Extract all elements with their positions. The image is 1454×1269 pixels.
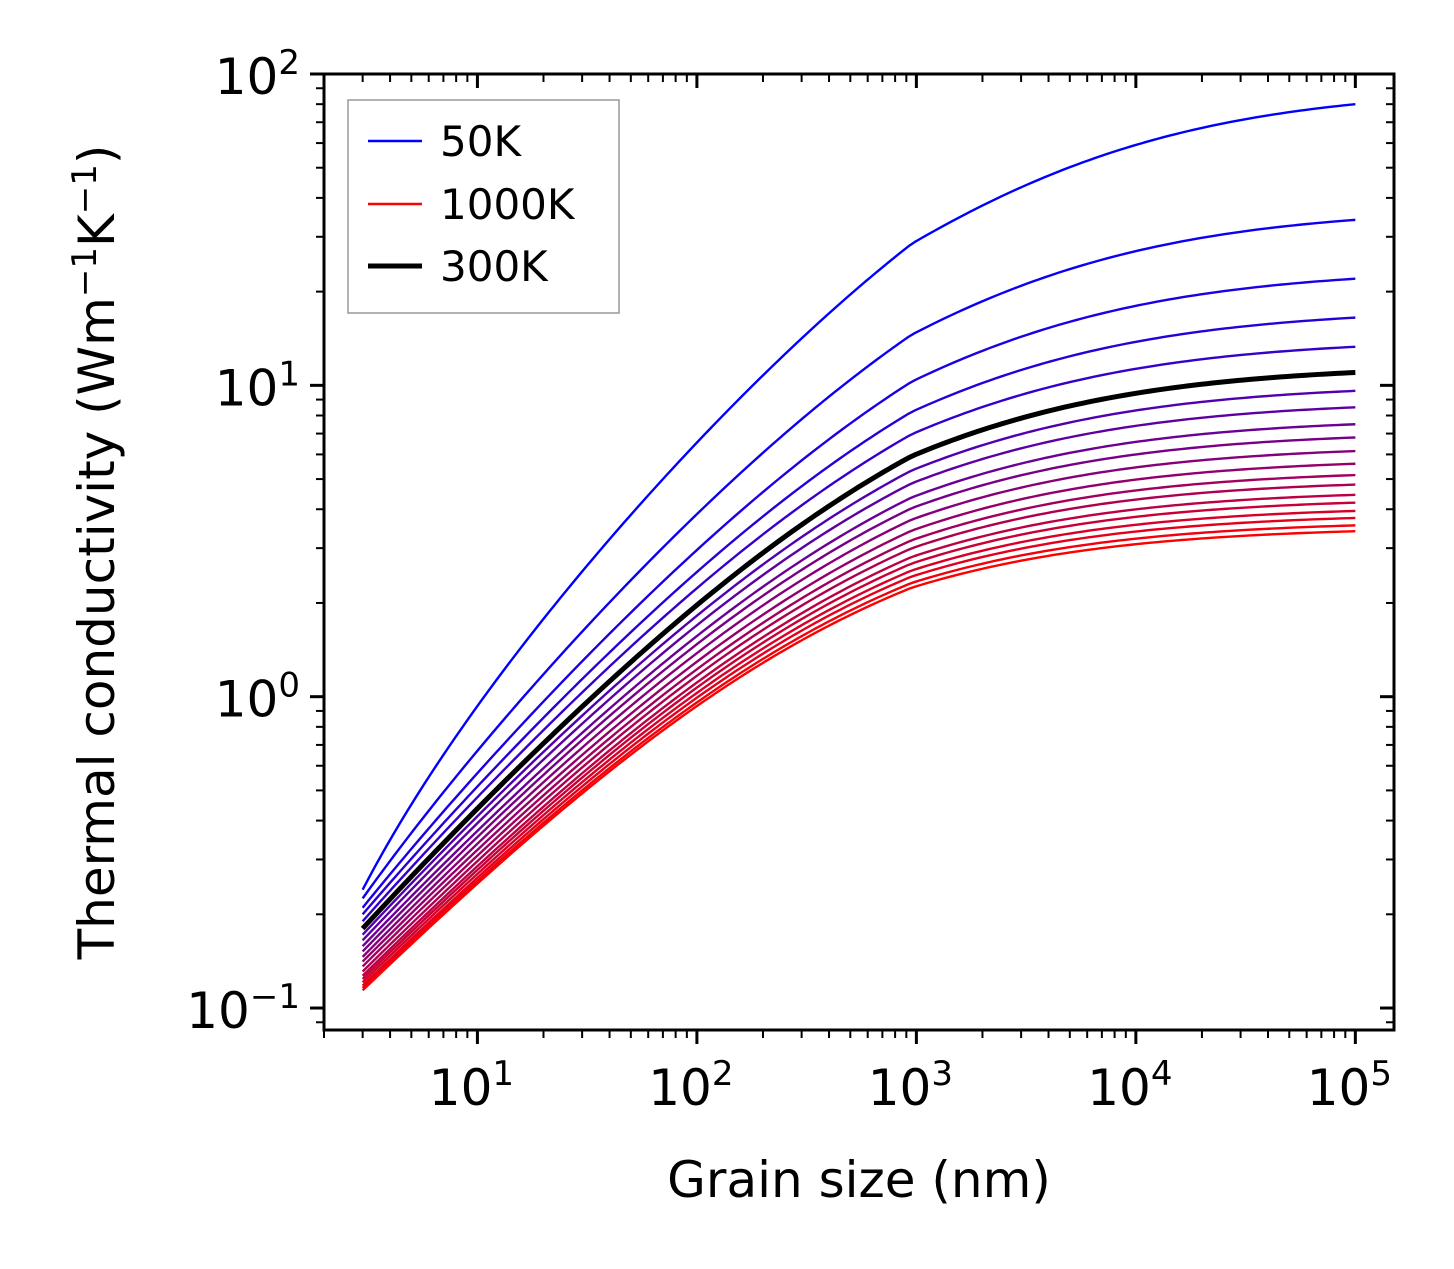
series-line-800k	[361, 501, 1356, 980]
y-axis-title-mid: K	[68, 213, 126, 247]
plot-frame	[322, 72, 1396, 1032]
x-tick-label: 105	[1307, 1054, 1392, 1117]
series-line-350k	[361, 389, 1356, 936]
series-line-400k	[361, 406, 1356, 942]
series-line-100k	[361, 218, 1356, 900]
tick-label-layer: 101 102 103 104 105 10−1 100 101 102	[186, 43, 1392, 1117]
series-line-750k	[361, 493, 1356, 977]
series-line-150k	[361, 277, 1356, 909]
x-axis-title: Grain size (nm)	[667, 1151, 1051, 1209]
series-line-500k	[361, 436, 1356, 953]
y-tick-label: 100	[215, 666, 300, 729]
y-tick-label: 10−1	[186, 977, 300, 1040]
series-line-950k	[361, 524, 1356, 989]
legend-box	[347, 99, 620, 314]
series-line-700k	[361, 483, 1356, 973]
series-line-250k	[361, 345, 1356, 923]
series-line-450k	[361, 423, 1356, 948]
series-line-1000k	[361, 530, 1356, 992]
tick-layer	[310, 72, 1394, 1044]
series-line-900k	[361, 516, 1356, 987]
legend-label-1000k: 1000K	[440, 180, 576, 229]
y-tick-label: 102	[215, 43, 300, 106]
y-axis-title-sup1: −1	[65, 247, 105, 297]
series-line-200k	[361, 316, 1356, 916]
y-axis-title-main: Thermal conductivity (Wm	[68, 297, 126, 960]
series-line-850k	[361, 509, 1356, 984]
x-tick-label: 101	[429, 1054, 514, 1117]
series-line-300k	[360, 369, 1356, 931]
series-line-600k	[361, 462, 1356, 963]
series-line-650k	[361, 473, 1356, 968]
x-tick-label: 104	[1087, 1054, 1172, 1117]
y-tick-label: 101	[215, 354, 300, 417]
legend-label-50k: 50K	[440, 117, 522, 166]
legend-label-300k: 300K	[440, 242, 549, 291]
series-line-550k	[361, 449, 1356, 958]
x-tick-label: 102	[648, 1054, 733, 1117]
series-line-50k	[361, 102, 1356, 891]
y-axis-title-end: )	[68, 145, 126, 165]
y-axis-title-sup2: −1	[65, 164, 105, 214]
legend: 50K 1000K 300K	[347, 99, 620, 314]
series-layer	[360, 102, 1356, 992]
x-tick-label: 103	[868, 1054, 953, 1117]
y-axis-title: Thermal conductivity (Wm−1K−1)	[65, 145, 126, 961]
